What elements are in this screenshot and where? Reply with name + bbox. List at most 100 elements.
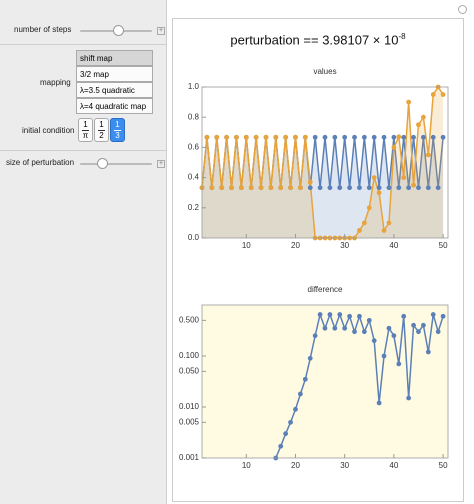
data-point	[411, 322, 416, 328]
data-point	[357, 228, 362, 233]
y-tick-label: 0.050	[179, 366, 200, 375]
data-point	[248, 185, 254, 191]
data-point	[430, 312, 436, 317]
data-point	[371, 175, 377, 181]
data-point	[430, 92, 436, 97]
mapping-button[interactable]: 3/2 map	[76, 66, 153, 82]
y-tick-label: 0.2	[188, 203, 200, 212]
initial-label: initial condition	[22, 126, 75, 135]
data-point	[322, 134, 328, 140]
data-point	[381, 353, 387, 359]
data-point	[440, 134, 446, 140]
data-point	[421, 134, 426, 140]
title-exponent: -8	[398, 32, 406, 41]
close-icon[interactable]	[458, 5, 467, 14]
data-point	[224, 134, 230, 140]
data-point	[411, 134, 416, 140]
data-point	[317, 185, 323, 191]
data-point	[243, 134, 249, 140]
data-point	[396, 361, 402, 367]
x-tick-label: 40	[389, 461, 398, 470]
perturbation-label: size of perturbation	[6, 158, 75, 167]
data-point	[376, 190, 382, 196]
x-tick-label: 20	[291, 461, 300, 470]
data-point	[386, 185, 392, 191]
data-point	[263, 134, 269, 140]
data-point	[386, 220, 392, 226]
series-area	[202, 87, 444, 238]
data-point	[298, 185, 303, 191]
data-point	[312, 134, 318, 140]
perturbation-slider[interactable]	[80, 163, 152, 165]
mapping-label: mapping	[40, 78, 71, 87]
data-point	[302, 376, 308, 382]
data-point	[342, 134, 348, 140]
mapping-button[interactable]: shift map	[76, 50, 153, 66]
data-point	[361, 134, 367, 140]
data-point	[366, 185, 372, 191]
numerator: 1	[114, 120, 121, 131]
perturbation-plus[interactable]: +	[157, 160, 165, 168]
y-tick-label: 0.500	[179, 315, 200, 324]
x-tick-label: 40	[389, 241, 398, 250]
plot-frame	[201, 86, 449, 239]
data-point	[278, 443, 284, 449]
data-point	[238, 185, 244, 191]
y-tick-label: 0.001	[179, 453, 200, 462]
x-tick-label: 50	[439, 241, 448, 250]
data-point	[293, 134, 298, 140]
data-point	[421, 322, 426, 328]
data-point	[361, 329, 367, 335]
x-tick-label: 10	[242, 461, 251, 470]
numerator: 1	[82, 120, 89, 131]
data-point	[312, 333, 318, 339]
data-point	[406, 185, 412, 191]
data-point	[416, 185, 421, 191]
x-tick-label: 30	[340, 241, 349, 250]
data-point	[307, 355, 313, 361]
x-tick-label: 50	[439, 461, 448, 470]
denominator: π	[82, 131, 89, 140]
data-point	[416, 122, 421, 128]
data-point	[347, 313, 352, 319]
data-point	[381, 228, 387, 233]
data-point	[391, 333, 397, 339]
control-panel: number of steps + mapping shift map 3/2 …	[0, 0, 167, 504]
data-point	[440, 92, 446, 97]
y-tick-label: 0.0	[188, 233, 200, 242]
data-point	[416, 329, 421, 335]
denominator: 2	[99, 131, 104, 140]
data-point	[366, 205, 372, 211]
y-tick-label: 0.8	[188, 112, 200, 121]
data-point	[229, 185, 234, 191]
y-tick-label: 0.100	[179, 351, 200, 360]
steps-plus[interactable]: +	[157, 27, 165, 35]
y-tick-label: 0.010	[179, 402, 200, 411]
data-point	[425, 152, 431, 158]
data-point	[258, 185, 264, 191]
data-point	[298, 391, 303, 397]
data-point	[406, 395, 412, 401]
data-point	[352, 134, 357, 140]
steps-knob[interactable]	[113, 25, 124, 36]
data-point	[268, 185, 274, 191]
y-tick-label: 0.6	[188, 143, 200, 152]
data-point	[288, 419, 293, 425]
perturbation-knob[interactable]	[97, 158, 108, 169]
data-point	[322, 325, 328, 331]
data-point	[406, 99, 412, 105]
data-point	[253, 134, 259, 140]
steps-label: number of steps	[14, 25, 72, 34]
data-point	[401, 313, 407, 319]
data-point	[302, 134, 308, 140]
data-point	[283, 134, 289, 140]
mapping-button[interactable]: λ=4 quadratic map	[76, 98, 153, 114]
data-point	[327, 312, 333, 317]
data-point	[425, 185, 431, 191]
data-point	[273, 134, 279, 140]
data-point	[337, 185, 343, 191]
